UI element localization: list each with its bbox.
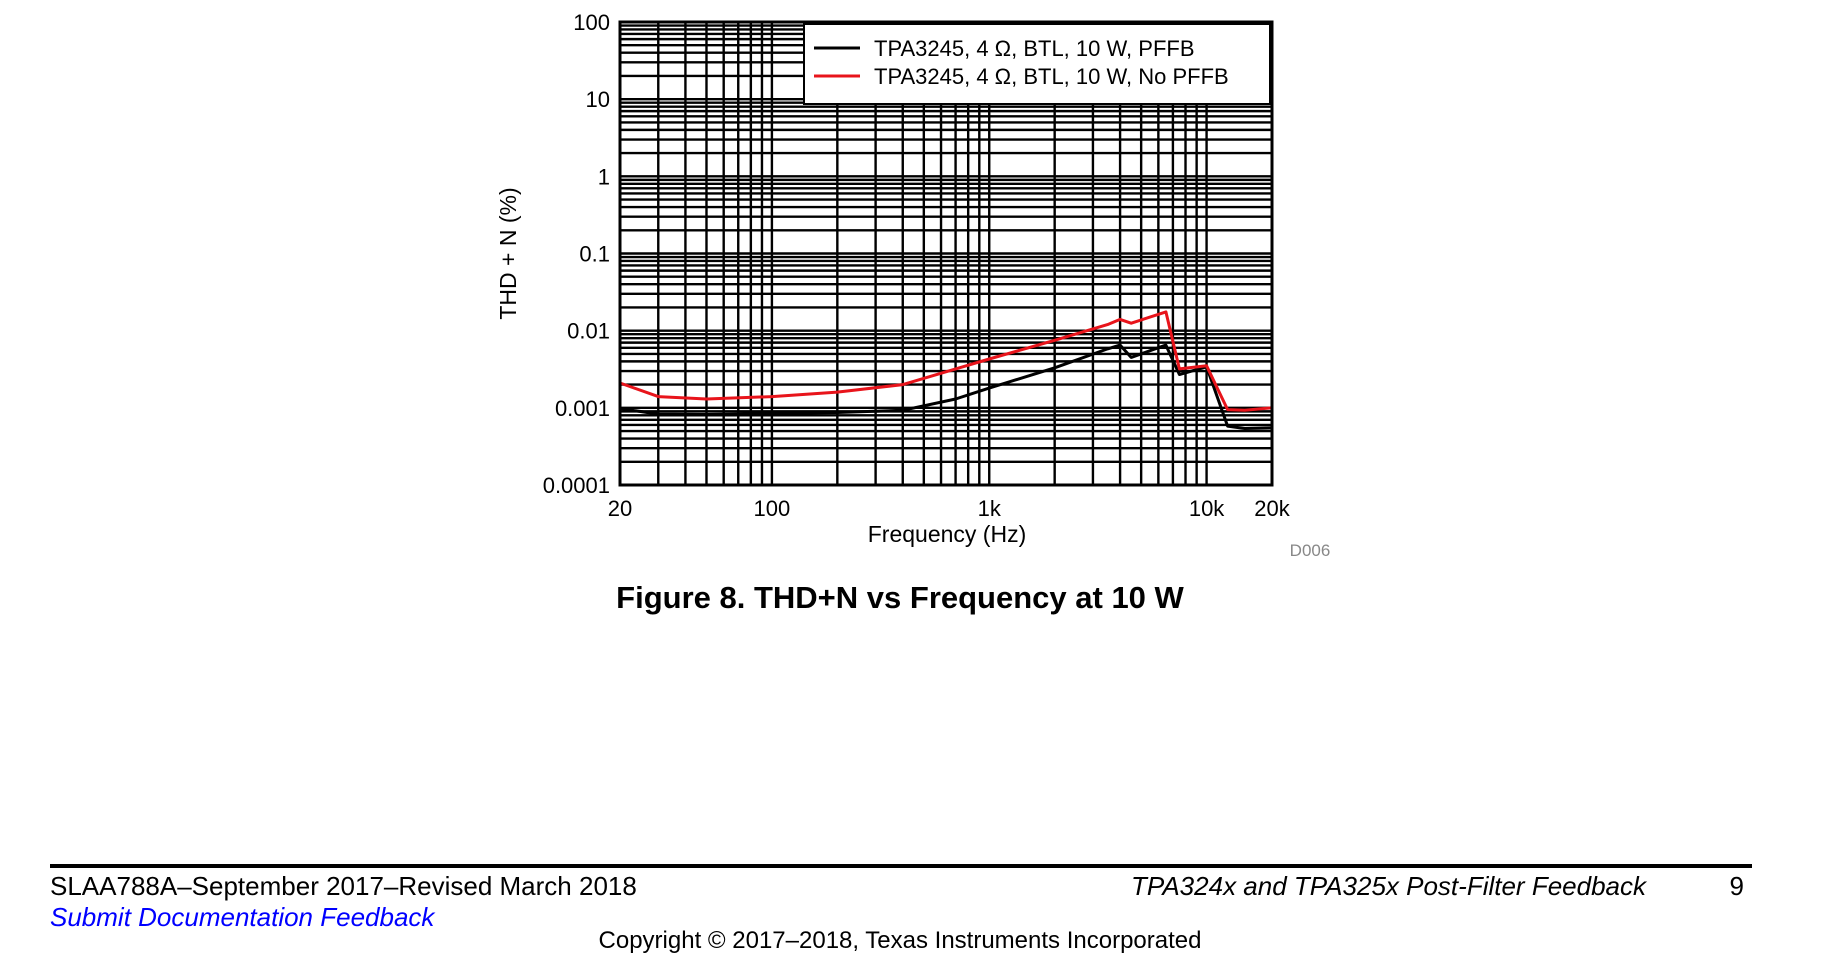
x-tick-label: 10k [1189,496,1225,521]
y-tick-label: 10 [586,87,610,112]
y-tick-label: 0.001 [555,396,610,421]
x-tick-label: 20 [608,496,632,521]
y-tick-label: 1 [598,164,610,189]
copyright-notice: Copyright © 2017–2018, Texas Instruments… [598,927,1202,954]
y-axis-title: THD + N (%) [495,187,521,319]
y-tick-label: 100 [573,10,610,35]
legend-label-2: TPA3245, 4 Ω, BTL, 10 W, No PFFB [874,64,1229,89]
x-tick-label: 100 [754,496,791,521]
legend-label-1: TPA3245, 4 Ω, BTL, 10 W, PFFB [874,36,1195,61]
page-number: 9 [1729,871,1744,901]
legend-box [803,23,1271,105]
series-line-2 [619,310,1273,412]
series-line-1 [619,343,1273,430]
figure-caption: Figure 8. THD+N vs Frequency at 10 W [616,580,1184,615]
y-tick-label: 0.1 [579,242,610,267]
footer-doc-info: SLAA788A–September 2017–Revised March 20… [50,871,637,901]
y-tick-label: 0.0001 [543,473,610,498]
y-tick-label: 0.01 [567,319,610,344]
x-axis-title: Frequency (Hz) [868,521,1026,547]
figure-id-label: D006 [1290,541,1331,560]
submit-feedback-link[interactable]: Submit Documentation Feedback [50,902,435,932]
footer-divider [50,864,1752,868]
plot-frame [618,20,1274,487]
x-tick-label: 20k [1254,496,1290,521]
footer-doc-title: TPA324x and TPA325x Post-Filter Feedback [1131,871,1646,901]
x-tick-label: 1k [978,496,1002,521]
